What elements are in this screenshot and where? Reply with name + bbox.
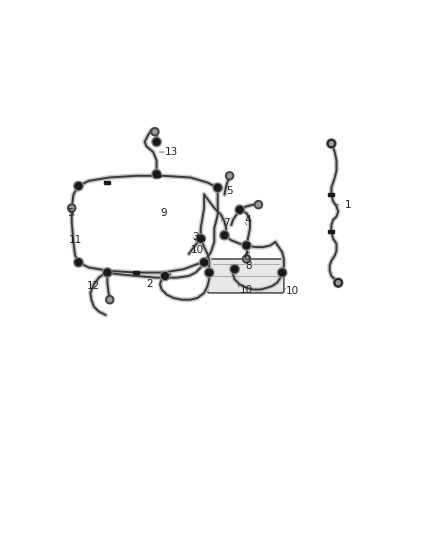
Text: 9: 9 bbox=[160, 208, 166, 218]
Circle shape bbox=[254, 200, 262, 209]
Circle shape bbox=[108, 297, 112, 302]
Text: 13: 13 bbox=[165, 147, 178, 157]
Circle shape bbox=[213, 183, 223, 192]
Bar bbox=[328, 230, 335, 233]
FancyBboxPatch shape bbox=[208, 259, 284, 293]
Circle shape bbox=[197, 235, 204, 242]
Circle shape bbox=[67, 204, 76, 212]
Text: 7: 7 bbox=[223, 219, 230, 228]
Circle shape bbox=[70, 206, 74, 210]
Circle shape bbox=[237, 206, 243, 213]
Bar bbox=[104, 181, 110, 184]
Circle shape bbox=[277, 268, 287, 277]
Text: 6: 6 bbox=[243, 252, 250, 262]
Circle shape bbox=[206, 269, 212, 276]
Circle shape bbox=[244, 257, 249, 261]
Bar bbox=[104, 271, 110, 274]
Bar bbox=[201, 261, 207, 264]
Text: 5: 5 bbox=[67, 208, 74, 218]
Circle shape bbox=[75, 259, 82, 266]
Text: 5: 5 bbox=[226, 186, 233, 196]
Circle shape bbox=[153, 130, 157, 134]
Circle shape bbox=[226, 172, 233, 180]
Circle shape bbox=[160, 271, 170, 281]
Text: 8: 8 bbox=[245, 261, 251, 271]
Circle shape bbox=[243, 242, 250, 249]
Circle shape bbox=[74, 257, 83, 267]
Circle shape bbox=[153, 171, 160, 177]
Circle shape bbox=[74, 181, 83, 191]
Circle shape bbox=[231, 266, 238, 272]
Circle shape bbox=[75, 183, 82, 189]
Text: 2: 2 bbox=[146, 279, 153, 289]
Circle shape bbox=[106, 296, 114, 304]
Circle shape bbox=[329, 142, 333, 146]
Circle shape bbox=[256, 203, 261, 207]
Circle shape bbox=[336, 281, 340, 285]
Circle shape bbox=[151, 127, 159, 136]
Circle shape bbox=[333, 278, 343, 287]
Circle shape bbox=[152, 169, 161, 179]
Circle shape bbox=[230, 264, 240, 274]
Circle shape bbox=[214, 184, 221, 191]
Bar bbox=[154, 174, 159, 177]
Text: 1: 1 bbox=[345, 200, 352, 209]
Text: 12: 12 bbox=[87, 281, 100, 291]
Text: 10: 10 bbox=[286, 286, 299, 296]
Circle shape bbox=[327, 139, 336, 148]
Text: 4: 4 bbox=[245, 215, 251, 225]
Bar bbox=[328, 193, 335, 196]
Circle shape bbox=[328, 140, 335, 147]
Text: 10: 10 bbox=[191, 246, 204, 255]
Circle shape bbox=[327, 140, 336, 148]
Text: 10: 10 bbox=[240, 285, 253, 295]
Circle shape bbox=[279, 269, 286, 276]
Circle shape bbox=[162, 272, 169, 279]
Circle shape bbox=[205, 268, 214, 277]
Circle shape bbox=[335, 279, 342, 286]
Circle shape bbox=[334, 279, 342, 287]
Circle shape bbox=[104, 269, 111, 276]
Circle shape bbox=[152, 137, 161, 147]
Circle shape bbox=[221, 232, 228, 239]
Text: 11: 11 bbox=[68, 235, 81, 245]
Text: 3: 3 bbox=[192, 232, 199, 242]
Bar bbox=[198, 237, 204, 240]
Circle shape bbox=[153, 139, 160, 146]
Circle shape bbox=[227, 174, 232, 178]
Circle shape bbox=[235, 205, 244, 214]
Circle shape bbox=[242, 241, 251, 250]
Circle shape bbox=[243, 255, 251, 263]
Circle shape bbox=[102, 268, 112, 277]
Bar bbox=[133, 271, 139, 274]
Circle shape bbox=[196, 234, 205, 244]
Circle shape bbox=[199, 257, 209, 267]
Circle shape bbox=[220, 230, 229, 240]
Circle shape bbox=[201, 259, 208, 266]
Bar bbox=[206, 271, 212, 274]
